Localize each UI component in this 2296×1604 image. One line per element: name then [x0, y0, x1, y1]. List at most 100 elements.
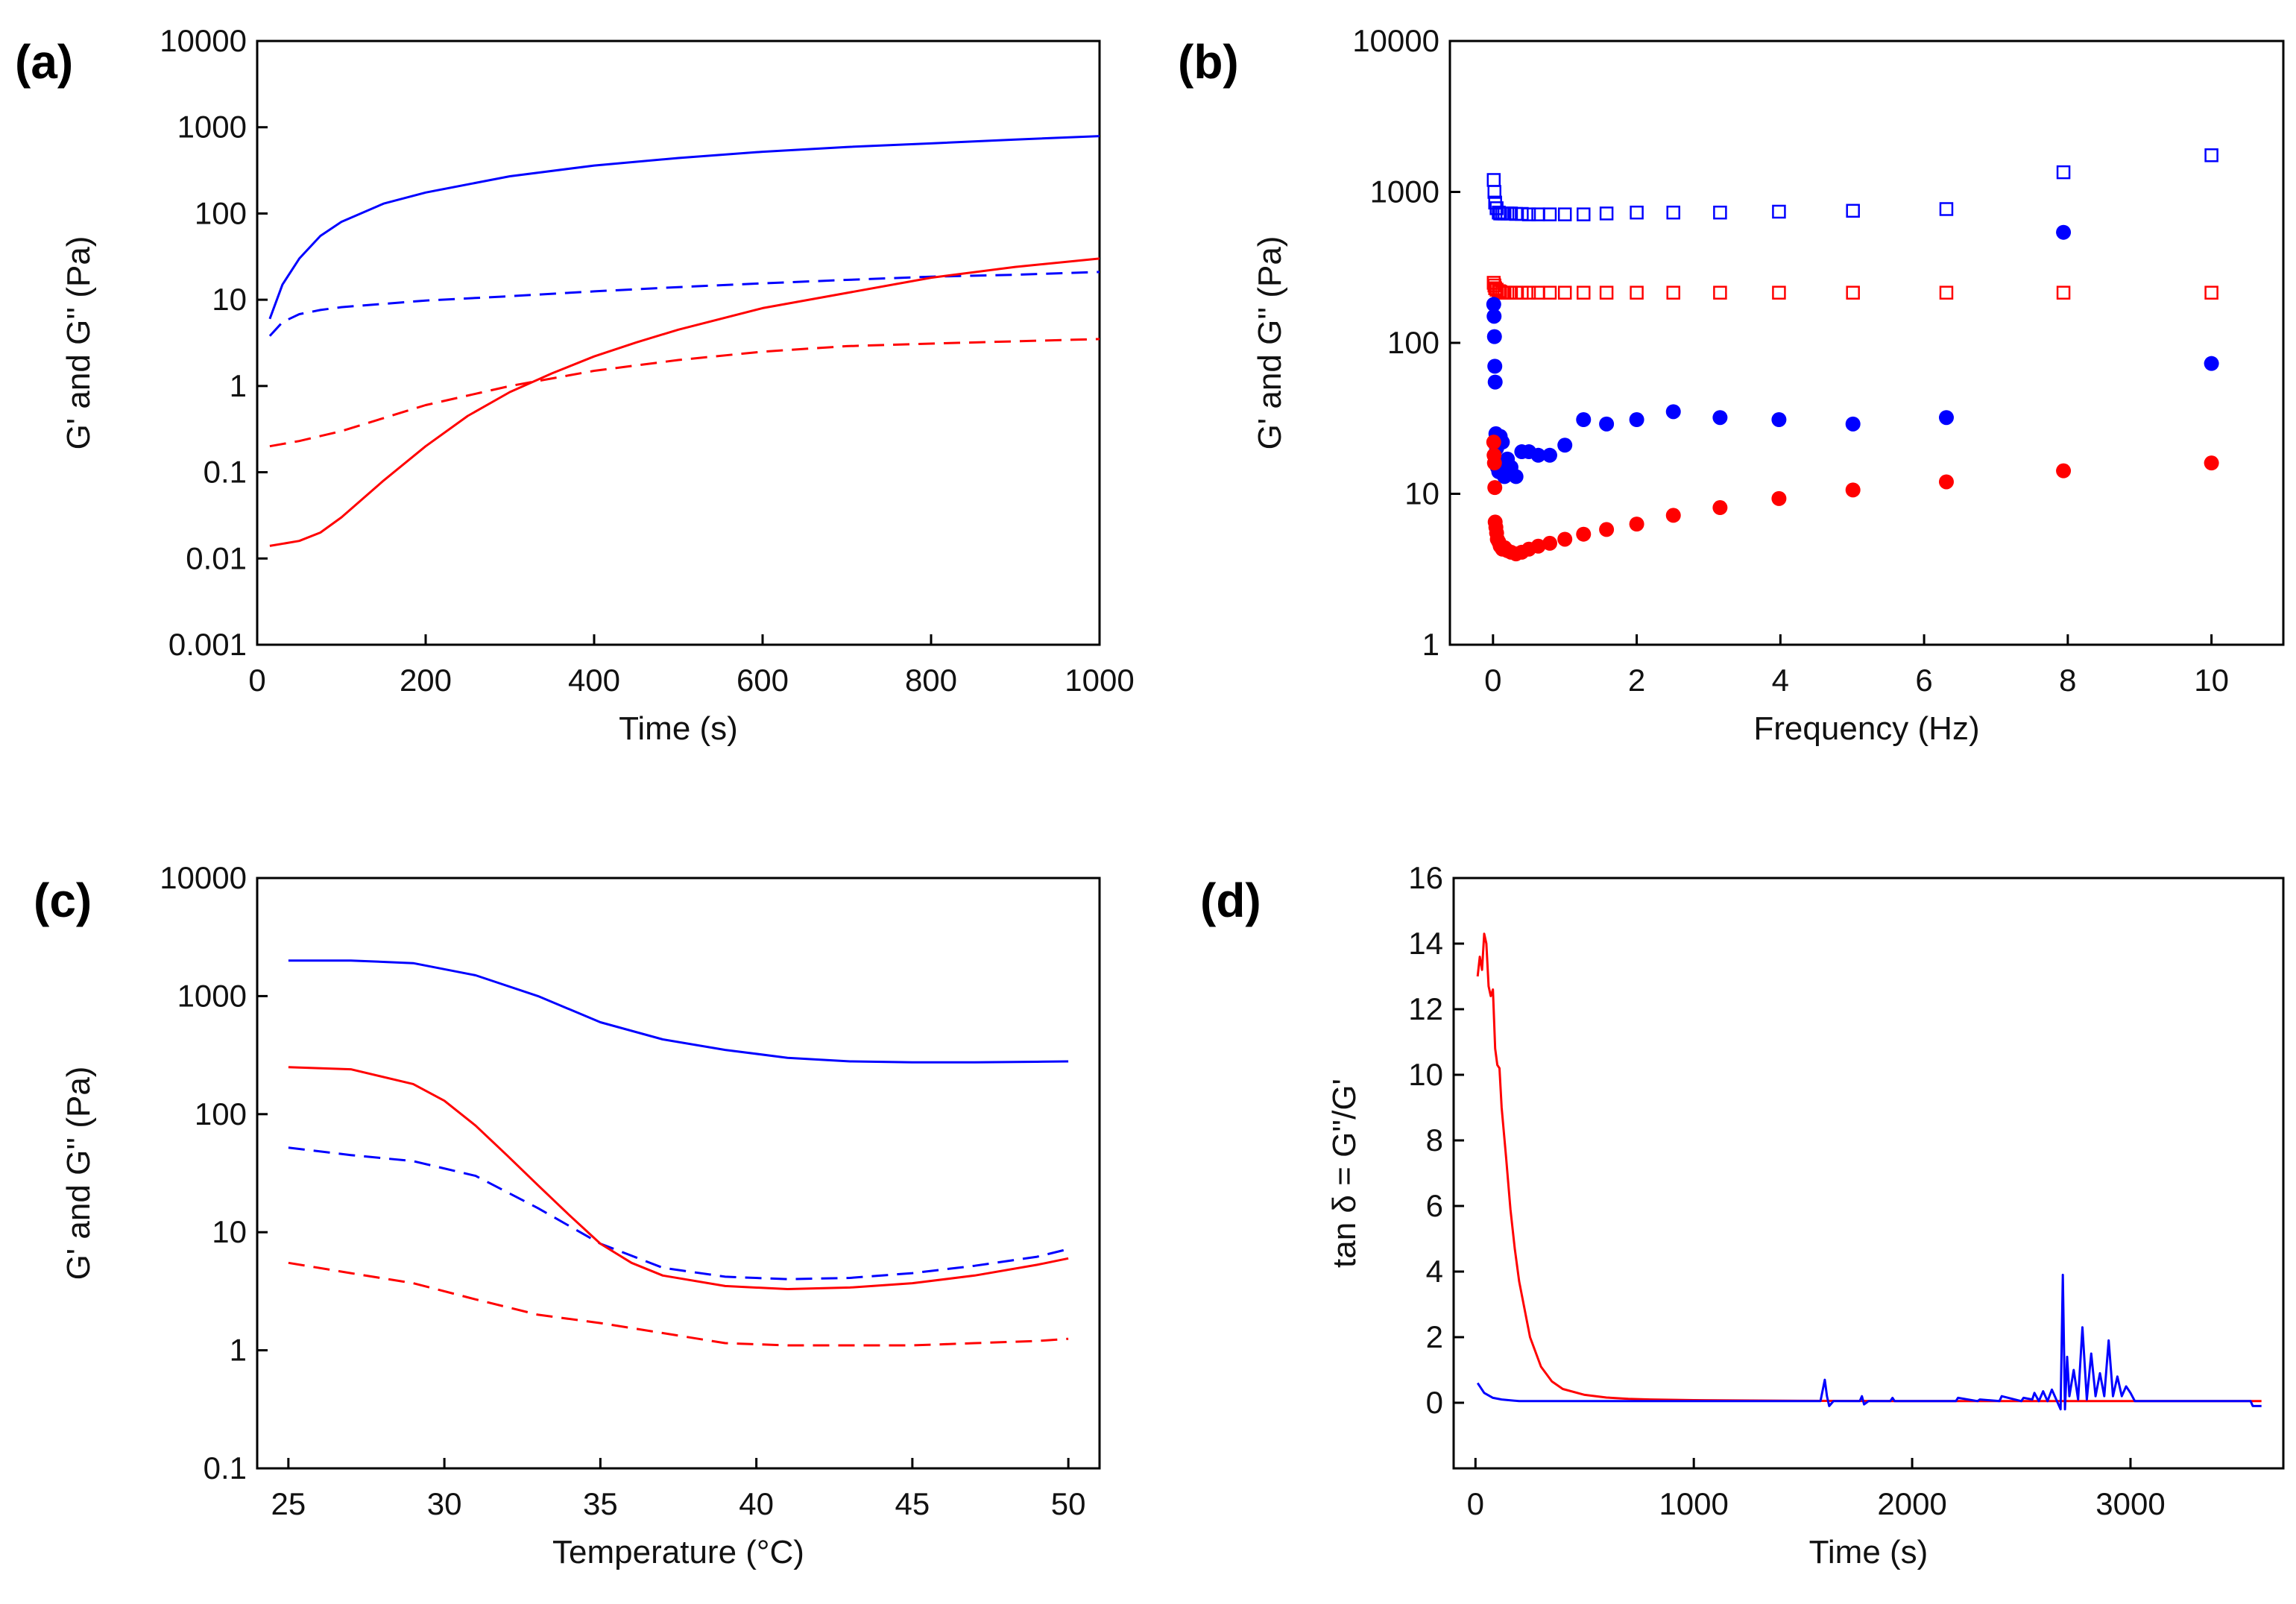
scatter-point [1665, 508, 1681, 523]
series-line [288, 1146, 1069, 1281]
scatter-point [1486, 297, 1501, 312]
scatter-point [1557, 531, 1573, 547]
x-tick-label: 4 [1772, 663, 1789, 698]
series-line [1476, 932, 2262, 1403]
y-tick-label: 10000 [160, 860, 247, 895]
y-tick-label: 0 [1426, 1385, 1443, 1420]
scatter-point [1599, 522, 1615, 537]
scatter-point [1486, 309, 1502, 324]
x-tick-label: 6 [1915, 663, 1932, 698]
y-axis-label: G' and G'' (Pa) [60, 1067, 97, 1281]
plot-frame [1452, 877, 2285, 1470]
scatter-point [1712, 410, 1728, 426]
x-tick-label: 2000 [1877, 1486, 1946, 1521]
scatter-point [1530, 538, 1546, 554]
scatter-point [1845, 482, 1861, 498]
series-line [288, 1261, 1069, 1347]
scatter-point [1772, 204, 1786, 219]
scatter-point [1938, 474, 1954, 490]
x-tick-label: 10 [2194, 663, 2229, 698]
scatter-point [1487, 359, 1503, 374]
scatter-point [1599, 206, 1614, 221]
y-tick-label: 1000 [1370, 174, 1439, 209]
chart-b-panel: 1 10 100 1000 10000 0 2 4 6 8 10 Frequency (Hz) G' a… [1178, 23, 2285, 747]
x-tick-label: 45 [895, 1486, 930, 1521]
scatter-point [1630, 285, 1644, 300]
y-axis-label: tan δ = G''/G' [1326, 1079, 1363, 1268]
scatter-point [1515, 206, 1529, 221]
scatter-point [1542, 207, 1557, 221]
scatter-point [2204, 148, 2218, 162]
series-line [268, 135, 1100, 320]
data-layer [1476, 932, 2262, 1411]
y-tick-label: 2 [1426, 1319, 1443, 1354]
series-line [288, 1066, 1069, 1290]
chart-d-panel: 0 2 4 6 8 10 12 14 16 0 1000 2000 3000 Time (s) tan δ … [1200, 860, 2285, 1570]
scatter-point [1557, 438, 1573, 453]
scatter-point [1486, 435, 1501, 450]
scatter-point [1845, 416, 1861, 432]
y-tick-label: 6 [1426, 1188, 1443, 1223]
series-line [268, 271, 1100, 337]
x-tick-label: 1000 [1065, 663, 1134, 698]
scatter-point [1846, 285, 1860, 300]
y-tick-label: 8 [1426, 1123, 1443, 1158]
chart-a-panel: 0.001 0.01 0.1 1 10 100 1000 10000 0 200 400 600 800… [15, 23, 1135, 747]
series-line [269, 257, 1100, 547]
scatter-point [1486, 173, 1501, 187]
y-tick-label: 10 [1404, 476, 1439, 511]
x-tick-label: 50 [1051, 1486, 1086, 1521]
scatter-point [1557, 285, 1572, 300]
scatter-point [1542, 535, 1557, 551]
data-layer [1486, 148, 2219, 562]
x-axis-label: Time (s) [619, 710, 738, 747]
plot-frame [1448, 40, 2285, 646]
scatter-point [1487, 374, 1503, 390]
series-line [269, 338, 1100, 448]
scatter-point [1630, 205, 1644, 220]
scatter-point [2056, 224, 2072, 240]
x-tick-label: 0 [1484, 663, 1501, 698]
scatter-point [2056, 285, 2071, 300]
scatter-point [1772, 285, 1786, 300]
y-tick-label: 100 [195, 1096, 247, 1131]
y-tick-label: 4 [1426, 1254, 1443, 1289]
x-tick-label: 200 [400, 663, 452, 698]
y-axis-label: G' and G'' (Pa) [1252, 236, 1288, 450]
y-tick-label: 0.01 [186, 540, 247, 575]
panel-label: (b) [1178, 35, 1239, 89]
scatter-point [1629, 411, 1644, 427]
x-tick-label: 40 [739, 1486, 774, 1521]
scatter-point [1515, 285, 1529, 300]
chart-c-panel: 0.1 1 10 100 1000 10000 25 30 35 40 45 50 Temperatur… [34, 860, 1101, 1570]
scatter-point [1666, 285, 1680, 300]
scatter-point [2204, 285, 2218, 300]
scatter-point [2056, 463, 2072, 479]
scatter-point [1577, 207, 1591, 221]
y-tick-label: 14 [1408, 926, 1443, 961]
scatter-point [1599, 416, 1615, 432]
y-tick-label: 1000 [177, 978, 247, 1013]
x-tick-label: 35 [583, 1486, 618, 1521]
scatter-point [2204, 356, 2219, 371]
scatter-point [1771, 411, 1787, 427]
x-tick-label: 25 [271, 1486, 306, 1521]
y-tick-label: 1 [1422, 627, 1439, 662]
series-line [1476, 1273, 2262, 1411]
plot-frame [256, 877, 1101, 1470]
scatter-point [1712, 500, 1728, 516]
x-tick-label: 0 [248, 663, 265, 698]
y-tick-label: 100 [195, 195, 247, 230]
y-tick-label: 0.1 [204, 455, 247, 490]
scatter-point [1542, 285, 1557, 300]
x-tick-label: 1000 [1659, 1486, 1728, 1521]
scatter-point [1771, 490, 1787, 506]
panel-label: (c) [34, 874, 92, 927]
panel-label: (a) [15, 35, 73, 89]
y-axis-label: G' and G'' (Pa) [60, 236, 97, 450]
scatter-point [1577, 285, 1591, 300]
scatter-point [1713, 205, 1727, 220]
scatter-point [1665, 404, 1681, 420]
y-tick-label: 100 [1387, 325, 1439, 360]
